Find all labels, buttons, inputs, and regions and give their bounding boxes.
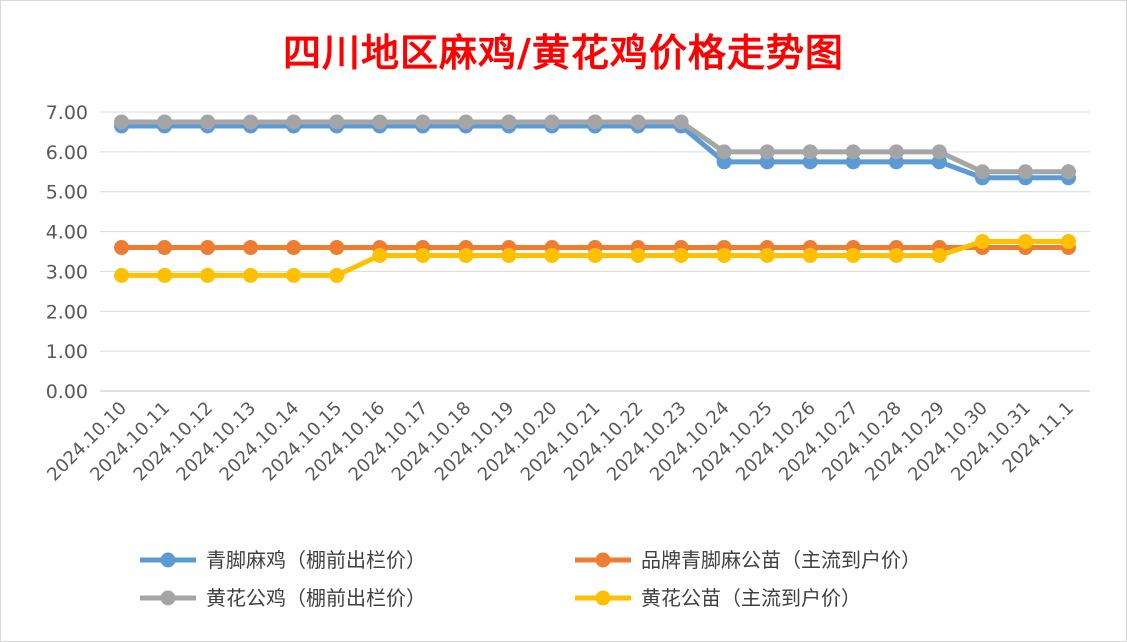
legend: 青脚麻鸡（棚前出栏价） 品牌青脚麻公苗（主流到户价） 黄花公鸡（棚前出栏价） 黄花公苗… <box>140 548 921 610</box>
y-axis: 7.00 6.00 5.00 4.00 3.00 2.00 1.00 0.00 <box>46 102 88 403</box>
data-point <box>243 267 259 283</box>
y-tick-label: 6.00 <box>46 142 88 164</box>
data-point <box>501 247 517 263</box>
data-point <box>931 247 947 263</box>
data-point <box>630 114 646 130</box>
x-axis: 2024.10.102024.10.112024.10.122024.10.13… <box>43 398 1078 486</box>
data-point <box>716 247 732 263</box>
legend-marker <box>595 590 611 606</box>
y-tick-label: 1.00 <box>46 341 88 363</box>
data-point <box>1017 164 1033 180</box>
data-point <box>716 144 732 160</box>
data-point <box>544 114 560 130</box>
data-point <box>845 144 861 160</box>
data-point <box>329 267 345 283</box>
series-lines <box>114 114 1076 283</box>
y-tick-label: 4.00 <box>46 222 88 244</box>
legend-item: 品牌青脚麻公苗（主流到户价） <box>575 548 921 572</box>
data-point <box>243 240 259 256</box>
data-point <box>759 144 775 160</box>
data-point <box>673 247 689 263</box>
chart-title: 四川地区麻鸡/黄花鸡价格走势图 <box>283 30 844 75</box>
data-point <box>1060 164 1076 180</box>
data-point <box>587 247 603 263</box>
data-point <box>372 114 388 130</box>
data-point <box>114 114 130 130</box>
y-tick-label: 0.00 <box>46 381 88 403</box>
data-point <box>200 240 216 256</box>
data-point <box>587 114 603 130</box>
data-point <box>888 247 904 263</box>
data-point <box>286 267 302 283</box>
data-point <box>1060 234 1076 250</box>
data-point <box>544 247 560 263</box>
y-tick-label: 7.00 <box>46 102 88 124</box>
data-point <box>415 114 431 130</box>
data-point <box>415 247 431 263</box>
legend-marker <box>595 552 611 568</box>
data-point <box>157 240 173 256</box>
legend-item: 黄花公鸡（棚前出栏价） <box>140 586 426 610</box>
data-point <box>1017 234 1033 250</box>
data-point <box>286 240 302 256</box>
data-point <box>802 144 818 160</box>
data-point <box>329 114 345 130</box>
data-point <box>458 247 474 263</box>
legend-item: 青脚麻鸡（棚前出栏价） <box>140 548 426 572</box>
data-point <box>673 114 689 130</box>
legend-label: 青脚麻鸡（棚前出栏价） <box>206 548 426 572</box>
legend-label: 黄花公苗（主流到户价） <box>641 586 861 610</box>
data-point <box>329 240 345 256</box>
data-point <box>974 234 990 250</box>
legend-marker <box>160 552 176 568</box>
data-point <box>974 164 990 180</box>
data-point <box>243 114 259 130</box>
data-point <box>200 267 216 283</box>
legend-label: 品牌青脚麻公苗（主流到户价） <box>641 548 921 572</box>
data-point <box>501 114 517 130</box>
data-point <box>888 144 904 160</box>
legend-marker <box>160 590 176 606</box>
y-tick-label: 3.00 <box>46 261 88 283</box>
legend-label: 黄花公鸡（棚前出栏价） <box>206 586 426 610</box>
data-point <box>759 247 775 263</box>
data-point <box>157 114 173 130</box>
data-point <box>372 247 388 263</box>
data-point <box>630 247 646 263</box>
data-point <box>200 114 216 130</box>
data-point <box>845 247 861 263</box>
y-tick-label: 5.00 <box>46 182 88 204</box>
data-point <box>114 267 130 283</box>
data-point <box>114 240 130 256</box>
data-point <box>286 114 302 130</box>
data-point <box>458 114 474 130</box>
data-point <box>157 267 173 283</box>
gridlines <box>100 111 1090 392</box>
data-point <box>931 144 947 160</box>
y-tick-label: 2.00 <box>46 301 88 323</box>
data-point <box>802 247 818 263</box>
legend-item: 黄花公苗（主流到户价） <box>575 586 861 610</box>
